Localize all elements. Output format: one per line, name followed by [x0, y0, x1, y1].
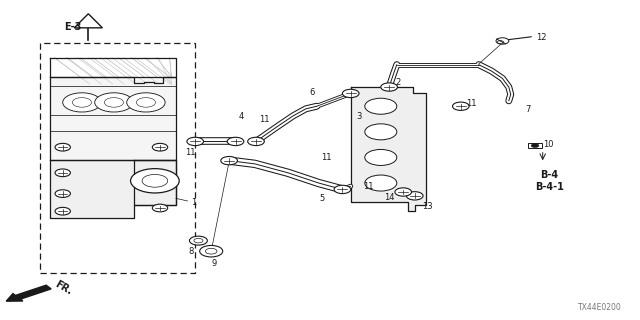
Circle shape [95, 93, 133, 112]
Polygon shape [134, 160, 176, 205]
Circle shape [152, 143, 168, 151]
Text: 4: 4 [239, 112, 244, 121]
Text: 11: 11 [321, 153, 332, 162]
Circle shape [189, 236, 207, 245]
Circle shape [365, 98, 397, 114]
Bar [528, 143, 542, 148]
Text: 1: 1 [191, 198, 196, 207]
Text: 7: 7 [525, 105, 530, 114]
Circle shape [131, 169, 179, 193]
Text: 11: 11 [466, 99, 476, 108]
Text: 11: 11 [186, 148, 196, 157]
Text: 11: 11 [259, 115, 269, 124]
Circle shape [365, 175, 397, 191]
Circle shape [342, 89, 359, 98]
Circle shape [63, 93, 101, 112]
Circle shape [248, 137, 264, 146]
Text: 8: 8 [188, 247, 193, 256]
Circle shape [365, 149, 397, 165]
FancyArrow shape [6, 285, 51, 301]
Text: B-4: B-4 [540, 170, 558, 180]
Circle shape [152, 204, 168, 212]
Circle shape [334, 185, 351, 194]
Text: 9: 9 [212, 259, 217, 268]
Text: 13: 13 [422, 202, 433, 211]
Text: 3: 3 [356, 112, 362, 121]
Polygon shape [351, 87, 426, 211]
Bar [40, 43, 195, 273]
Circle shape [55, 207, 70, 215]
Text: 6: 6 [310, 88, 315, 97]
Text: TX44E0200: TX44E0200 [579, 303, 622, 312]
Polygon shape [74, 14, 102, 28]
Text: 12: 12 [536, 33, 547, 42]
Circle shape [395, 188, 412, 196]
Text: FR.: FR. [53, 279, 74, 297]
Circle shape [55, 169, 70, 177]
Circle shape [227, 137, 244, 146]
Circle shape [187, 137, 204, 146]
Circle shape [200, 245, 223, 257]
Circle shape [55, 143, 70, 151]
Circle shape [381, 83, 397, 91]
Polygon shape [50, 160, 176, 218]
Circle shape [452, 102, 469, 110]
Text: 2: 2 [396, 78, 401, 87]
Circle shape [127, 93, 165, 112]
Circle shape [221, 156, 237, 165]
Text: 5: 5 [319, 194, 324, 203]
Circle shape [531, 144, 539, 148]
Text: 14: 14 [384, 193, 394, 202]
Text: 11: 11 [364, 182, 374, 191]
Polygon shape [50, 77, 176, 160]
Text: E-3: E-3 [64, 22, 81, 32]
Circle shape [406, 192, 423, 200]
Text: 10: 10 [543, 140, 553, 149]
Text: B-4-1: B-4-1 [534, 182, 564, 192]
Circle shape [496, 38, 509, 44]
Circle shape [365, 124, 397, 140]
Circle shape [55, 190, 70, 197]
